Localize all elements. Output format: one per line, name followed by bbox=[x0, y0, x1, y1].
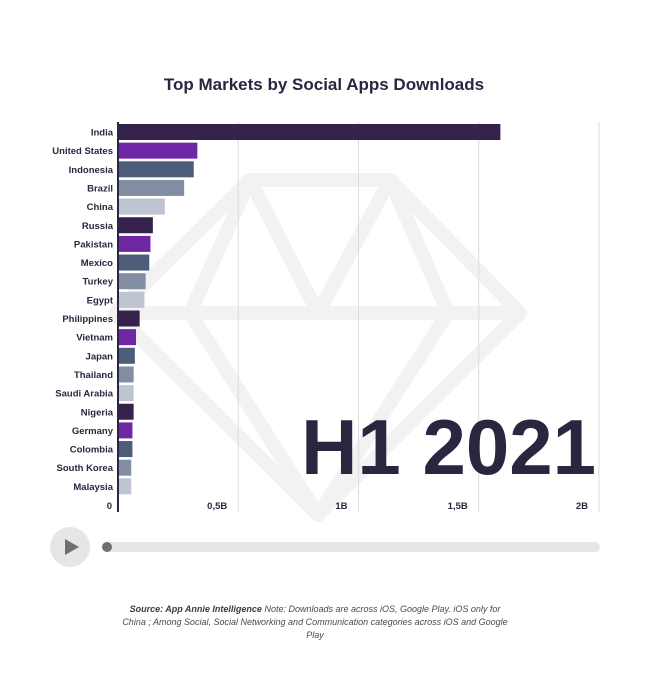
bar bbox=[118, 478, 132, 495]
timeline-slider[interactable] bbox=[102, 542, 600, 552]
category-label: Germany bbox=[72, 426, 114, 437]
category-label: Brazil bbox=[87, 183, 113, 194]
bar bbox=[118, 422, 133, 439]
watermark-diamond-icon bbox=[108, 173, 527, 522]
x-tick-label: 1B bbox=[335, 501, 347, 512]
category-label: Indonesia bbox=[69, 165, 114, 176]
category-label: Thailand bbox=[74, 370, 113, 381]
grid bbox=[237, 122, 600, 512]
bar bbox=[118, 385, 134, 402]
category-label: Nigeria bbox=[81, 407, 114, 418]
bar bbox=[118, 142, 198, 159]
footnote-note: Note: Downloads are across iOS, Google P… bbox=[122, 604, 508, 640]
x-tick-label: 2B bbox=[576, 501, 588, 512]
bar bbox=[118, 441, 133, 458]
bar bbox=[118, 310, 140, 327]
bars bbox=[118, 124, 501, 495]
bar bbox=[118, 254, 150, 271]
playback-controls bbox=[50, 527, 602, 567]
x-axis-ticks: 0 0,5B 1B 1,5B 2B bbox=[107, 501, 588, 512]
category-label: India bbox=[91, 128, 114, 139]
category-label: Mexico bbox=[81, 258, 113, 269]
timeline-thumb[interactable] bbox=[102, 542, 112, 552]
x-tick-label: 0,5B bbox=[207, 501, 227, 512]
x-tick-label: 1,5B bbox=[448, 501, 468, 512]
bar bbox=[118, 403, 134, 420]
bar bbox=[118, 459, 132, 476]
x-tick-label: 0 bbox=[107, 501, 112, 512]
footnote: Source: App Annie Intelligence Note: Dow… bbox=[120, 603, 510, 642]
period-label: H1 2021 bbox=[301, 403, 596, 491]
category-label: Turkey bbox=[83, 277, 114, 288]
chart-title: Top Markets by Social Apps Downloads bbox=[164, 75, 484, 94]
category-label: United States bbox=[52, 146, 113, 157]
category-label: Egypt bbox=[87, 295, 114, 306]
bar bbox=[118, 179, 185, 196]
bar bbox=[118, 366, 134, 383]
play-button[interactable] bbox=[50, 527, 90, 567]
bar bbox=[118, 329, 137, 346]
bar bbox=[118, 217, 153, 234]
category-label: Malaysia bbox=[73, 482, 113, 493]
category-label: Philippines bbox=[62, 314, 113, 325]
play-icon bbox=[65, 539, 79, 555]
bar bbox=[118, 124, 501, 140]
category-label: Japan bbox=[86, 351, 114, 362]
bar bbox=[118, 198, 165, 215]
category-labels: India United States Indonesia Brazil China Ru… bbox=[52, 128, 114, 493]
footnote-source: Source: App Annie Intelligence bbox=[129, 604, 262, 614]
bar bbox=[118, 347, 135, 364]
bar bbox=[118, 161, 194, 178]
category-label: China bbox=[87, 202, 114, 213]
bar bbox=[118, 291, 145, 308]
bar bbox=[118, 273, 146, 290]
category-label: Pakistan bbox=[74, 239, 113, 250]
category-label: Colombia bbox=[70, 445, 114, 456]
category-label: Saudi Arabia bbox=[55, 389, 113, 400]
category-label: Russia bbox=[82, 221, 114, 232]
category-label: Vietnam bbox=[76, 333, 113, 344]
category-label: South Korea bbox=[57, 463, 114, 474]
bar bbox=[118, 235, 151, 252]
